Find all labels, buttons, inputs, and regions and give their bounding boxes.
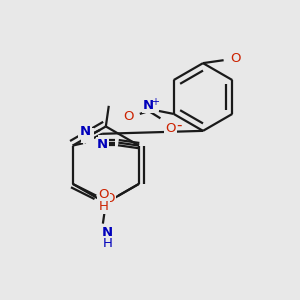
Text: -: - (176, 118, 182, 133)
Text: N: N (143, 99, 154, 112)
Text: N: N (80, 125, 91, 138)
Text: H: H (99, 200, 109, 213)
Text: N: N (97, 139, 108, 152)
Text: H: H (102, 237, 112, 250)
Text: O: O (230, 52, 241, 65)
Text: N: N (82, 129, 93, 142)
Text: N: N (102, 226, 113, 239)
Text: O: O (98, 188, 109, 201)
Text: O: O (104, 192, 115, 205)
Text: O: O (166, 122, 176, 135)
Text: C: C (99, 136, 108, 149)
Text: O: O (123, 110, 133, 123)
Text: +: + (151, 97, 158, 106)
